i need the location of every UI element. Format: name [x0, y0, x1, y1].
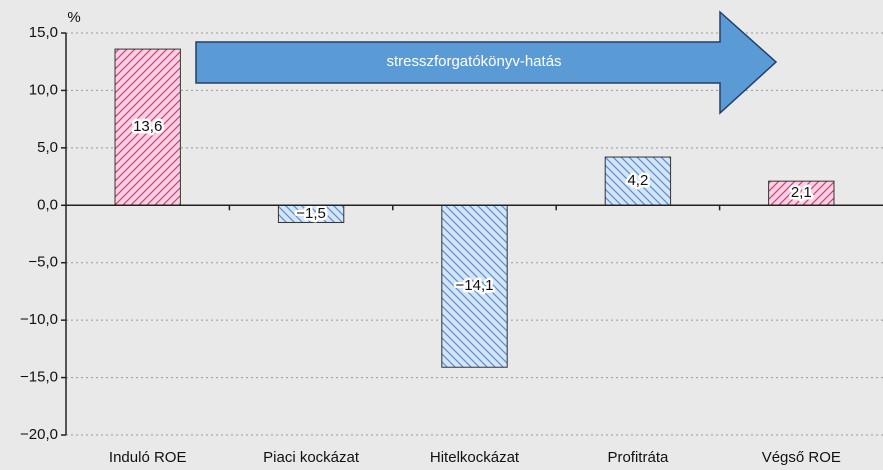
- arrow: [195, 10, 778, 115]
- annotation: stresszforgatókönyv-hatás: [386, 53, 561, 70]
- x-tick-label: Piaci kockázat: [263, 449, 360, 466]
- y-tick-label: −10,0: [20, 311, 58, 328]
- value-label: 4,2: [627, 172, 648, 189]
- x-tick-label: Profitráta: [607, 449, 669, 466]
- y-tick-label: 15,0: [29, 24, 58, 41]
- x-tick-label: Induló ROE: [109, 449, 187, 466]
- y-tick-label: 5,0: [37, 139, 58, 156]
- bar: [441, 204, 508, 368]
- y-tick-label: −15,0: [20, 369, 58, 386]
- value-label: −14,1: [456, 277, 494, 294]
- bar: [114, 48, 181, 206]
- y-tick-label: 0,0: [37, 196, 58, 213]
- y-tick-label: −20,0: [20, 426, 58, 443]
- unit-label: %: [67, 9, 80, 26]
- bar: [604, 156, 672, 206]
- value-label: 2,1: [791, 184, 812, 201]
- y-tick-label: 10,0: [29, 81, 58, 98]
- value-label: 13,6: [133, 118, 162, 135]
- value-label: −1,5: [296, 205, 326, 222]
- bar: [768, 180, 835, 206]
- x-tick-label: Hitelkockázat: [430, 449, 520, 466]
- y-tick-label: −5,0: [28, 254, 58, 271]
- x-tick-label: Végső ROE: [762, 449, 841, 466]
